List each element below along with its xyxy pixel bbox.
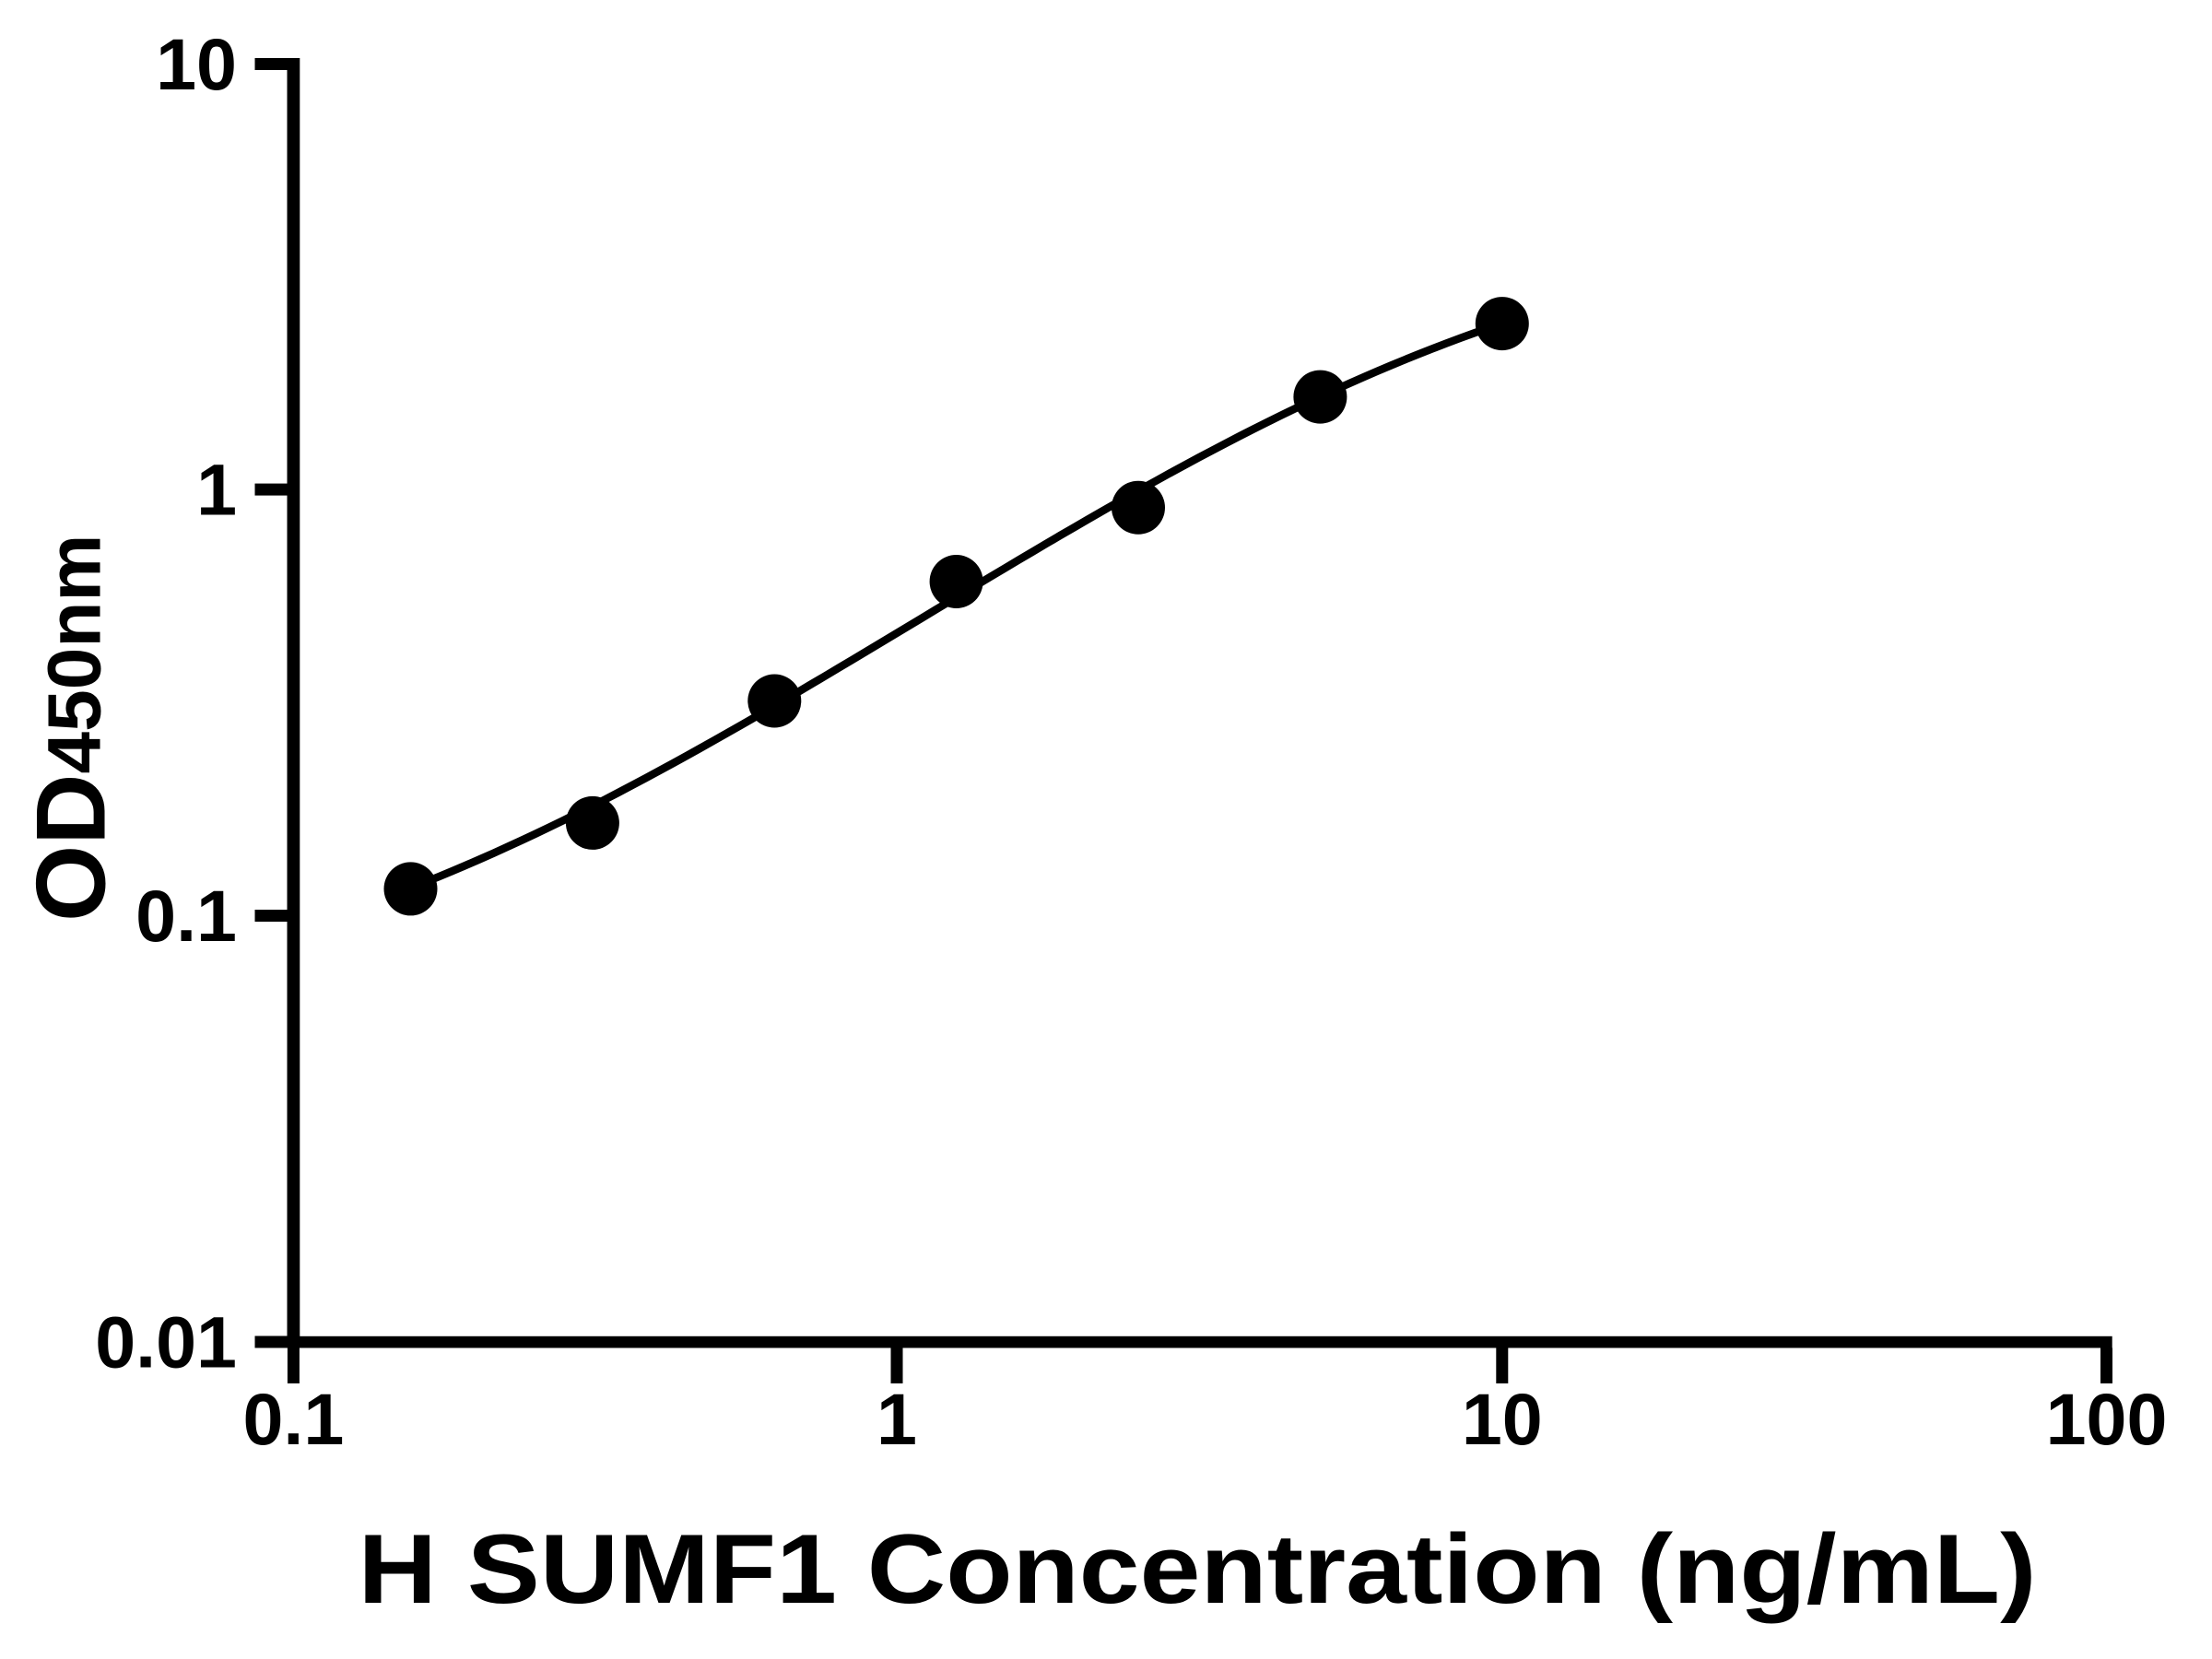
svg-text:0.1: 0.1 bbox=[242, 1378, 344, 1460]
svg-text:100: 100 bbox=[2046, 1378, 2168, 1460]
svg-text:H SUMF1 Concentration (ng/mL): H SUMF1 Concentration (ng/mL) bbox=[359, 1513, 2037, 1624]
svg-text:10: 10 bbox=[1462, 1378, 1543, 1460]
svg-text:1: 1 bbox=[877, 1378, 917, 1460]
svg-text:10: 10 bbox=[156, 23, 237, 105]
svg-text:0.01: 0.01 bbox=[95, 1301, 237, 1383]
svg-text:OD450nm: OD450nm bbox=[16, 535, 126, 922]
svg-text:0.1: 0.1 bbox=[135, 875, 237, 957]
svg-text:1: 1 bbox=[196, 449, 237, 531]
